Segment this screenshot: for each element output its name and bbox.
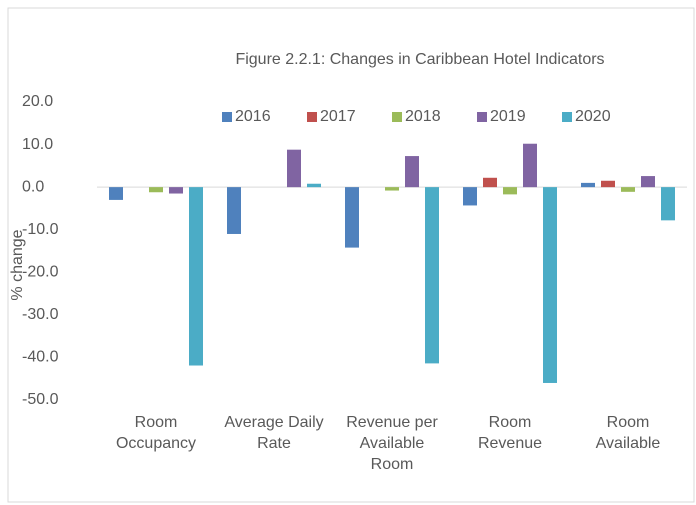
legend-swatch	[477, 112, 487, 122]
y-tick-label: -30.0	[22, 306, 59, 323]
bar	[601, 180, 615, 188]
bar	[661, 187, 675, 221]
bar	[463, 187, 477, 206]
bar	[581, 182, 595, 188]
x-tick-label: Revenue per Available Room	[346, 414, 438, 473]
bar	[621, 187, 635, 192]
bar	[169, 187, 183, 194]
bar	[543, 187, 557, 383]
bar	[503, 187, 517, 195]
legend-swatch	[562, 112, 572, 122]
y-tick-label: -20.0	[22, 264, 59, 281]
x-tick-label: Room Available	[595, 414, 661, 452]
y-tick-label: -10.0	[22, 221, 59, 238]
legend-label: 2020	[575, 108, 611, 125]
bar	[385, 187, 399, 191]
legend-swatch	[307, 112, 317, 122]
bar	[345, 187, 359, 248]
bar	[307, 183, 321, 188]
bar	[227, 187, 241, 234]
y-tick-label: -40.0	[22, 349, 59, 366]
bar	[483, 177, 497, 188]
legend-swatch	[222, 112, 232, 122]
chart-border	[7, 7, 695, 503]
bar	[425, 187, 439, 364]
bar	[405, 156, 419, 188]
x-tick-label: Room Revenue	[477, 414, 543, 452]
x-tick-label: Room Occupancy	[115, 414, 197, 452]
bar	[287, 149, 301, 188]
legend-swatch	[392, 112, 402, 122]
bar	[149, 187, 163, 193]
legend-label: 2019	[490, 108, 526, 125]
bar	[189, 187, 203, 366]
bar	[641, 176, 655, 188]
y-tick-label: 10.0	[22, 136, 53, 153]
chart-title: Figure 2.2.1: Changes in Caribbean Hotel…	[235, 51, 604, 68]
bar	[523, 143, 537, 188]
y-tick-label: -50.0	[22, 391, 59, 408]
legend-label: 2018	[405, 108, 441, 125]
legend-label: 2016	[235, 108, 271, 125]
y-tick-label: 20.0	[22, 93, 53, 110]
bar	[109, 187, 123, 200]
y-tick-label: 0.0	[22, 178, 44, 195]
legend-label: 2017	[320, 108, 356, 125]
x-tick-label: Average Daily Rate	[224, 414, 324, 452]
y-axis-title: % change	[9, 229, 26, 300]
